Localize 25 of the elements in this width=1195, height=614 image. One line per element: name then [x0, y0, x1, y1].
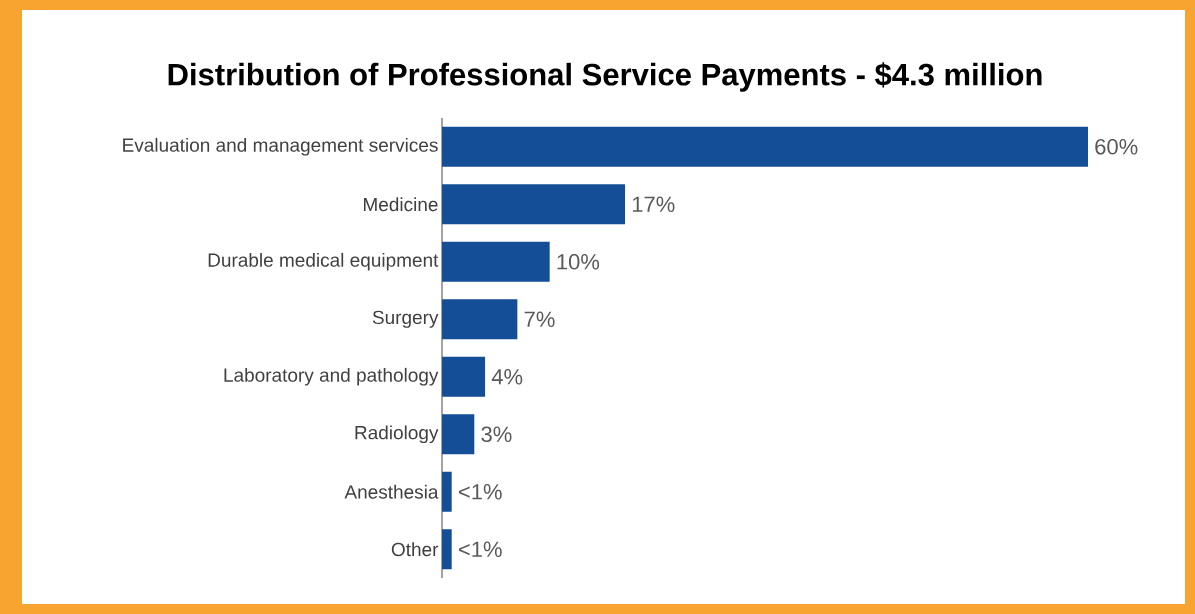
- bar: [442, 471, 452, 512]
- chart-title: Distribution of Professional Service Payments - $4.3 million: [168, 62, 1042, 92]
- y-tick-label: Medicine: [363, 197, 438, 212]
- y-tick-label: Radiology: [355, 425, 439, 444]
- data-label: 4%: [491, 369, 523, 385]
- data-label: <1%: [458, 484, 502, 500]
- bar: [442, 414, 475, 455]
- data-label: 7%: [524, 311, 555, 327]
- y-tick-label: Anesthesia: [344, 484, 439, 499]
- y-tick-label: Evaluation and management services: [123, 137, 438, 156]
- bar: [442, 184, 626, 225]
- bar: [442, 529, 452, 570]
- bar: [442, 126, 1088, 167]
- data-label: 17%: [632, 196, 675, 212]
- y-tick-label: Surgery: [372, 310, 439, 328]
- data-label: 10%: [557, 253, 600, 270]
- y-tick-label: Laboratory and pathology: [224, 367, 439, 386]
- data-label: 3%: [481, 426, 512, 443]
- bar: [442, 299, 518, 340]
- data-label: <1%: [458, 541, 502, 557]
- data-label: 60%: [1095, 138, 1138, 155]
- y-tick-label: Durable medical equipment: [208, 252, 439, 271]
- bar: [442, 356, 486, 397]
- bar: [442, 241, 550, 282]
- y-tick-label: Other: [391, 542, 439, 557]
